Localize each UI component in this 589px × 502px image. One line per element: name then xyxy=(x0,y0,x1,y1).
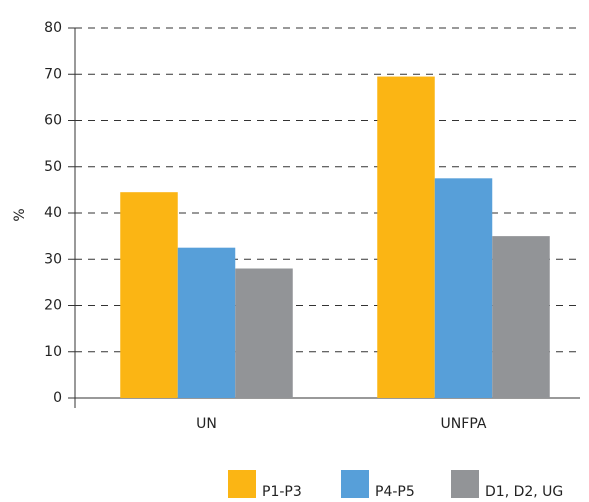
legend-swatch xyxy=(341,470,369,498)
legend-swatch xyxy=(228,470,256,498)
x-tick-label: UN xyxy=(196,416,217,432)
legend-label: P1-P3 xyxy=(262,484,302,500)
bar xyxy=(492,236,550,398)
legend-label: P4-P5 xyxy=(375,484,415,500)
y-tick-label: 20 xyxy=(44,298,62,314)
bar xyxy=(177,247,236,398)
y-tick-label: 30 xyxy=(44,251,62,267)
bar xyxy=(235,268,293,398)
y-tick-label: 50 xyxy=(44,159,62,175)
legend-label: D1, D2, UG xyxy=(485,484,563,500)
y-tick-label: 0 xyxy=(53,390,62,406)
y-tick-label: 60 xyxy=(44,113,62,129)
bar xyxy=(120,192,178,398)
legend-swatch xyxy=(451,470,479,498)
y-tick-label: 80 xyxy=(44,20,62,36)
y-axis-label: % xyxy=(12,208,28,221)
x-tick-label: UNFPA xyxy=(441,416,487,432)
y-tick-label: 10 xyxy=(44,344,62,360)
bar xyxy=(434,178,493,398)
y-tick-label: 40 xyxy=(44,205,62,221)
bar xyxy=(377,76,435,398)
y-tick-label: 70 xyxy=(44,66,62,82)
